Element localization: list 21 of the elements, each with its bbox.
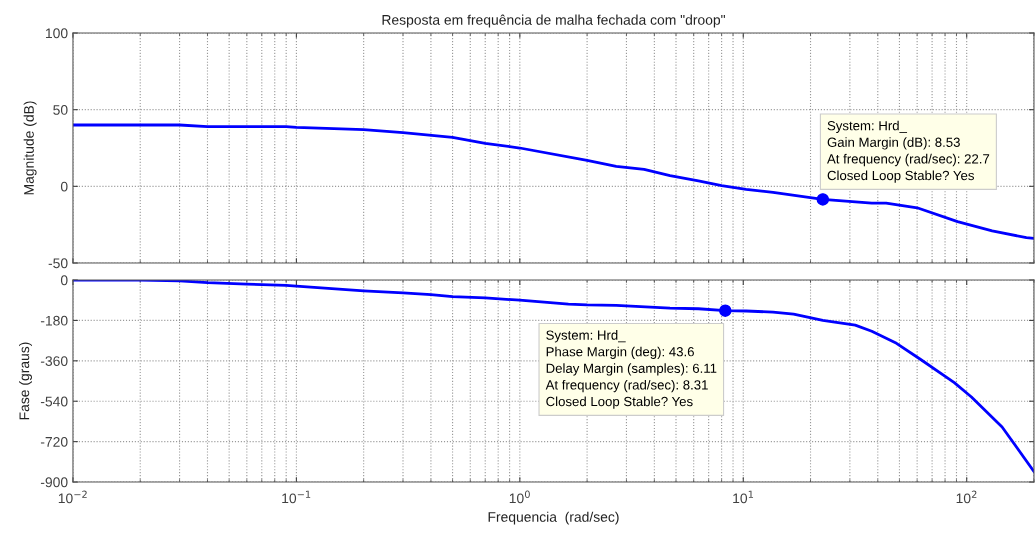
y-tick-label: 100 — [45, 28, 68, 39]
y-tick-label: -50 — [48, 258, 68, 269]
x-axis-title: Frequencia (rad/sec) — [488, 511, 619, 525]
y-tick-label: -540 — [40, 396, 68, 407]
y-axis-title: Magnitude (dB) — [23, 101, 37, 195]
y-tick-label: -360 — [40, 356, 68, 366]
x-tick-label: 10$^{−1}$ — [282, 490, 311, 504]
y-tick-label: -180 — [40, 315, 68, 326]
y-tick-label: 0 — [60, 181, 68, 192]
x-tick-label: 10$^{1}$ — [733, 490, 754, 504]
x-tick-label: 10$^{0}$ — [509, 490, 530, 504]
y-axis-title: Fase (graus) — [19, 342, 32, 420]
y-tick-label: 0 — [60, 275, 68, 286]
x-tick-label: 10$^{−2}$ — [58, 490, 87, 504]
y-tick-label: 50 — [53, 105, 68, 115]
y-tick-label: -900 — [40, 477, 68, 488]
y-tick-label: -720 — [40, 436, 68, 447]
chart-title: Resposta em frequência de malha fechada com "droop" — [382, 14, 725, 28]
annotation: System: Hrd_ Phase Margin (deg): 43.6 Delay Margin (samples): 6.11 At frequency (rad/sec): 8.31 Closed Loop Stable? Yes — [545, 330, 717, 409]
x-tick-label: 10$^{2}$ — [956, 490, 977, 504]
annotation: System: Hrd_ Gain Margin (dB): 8.53 At frequency (rad/sec): 22.7 Closed Loop Stable? Yes — [827, 120, 990, 183]
